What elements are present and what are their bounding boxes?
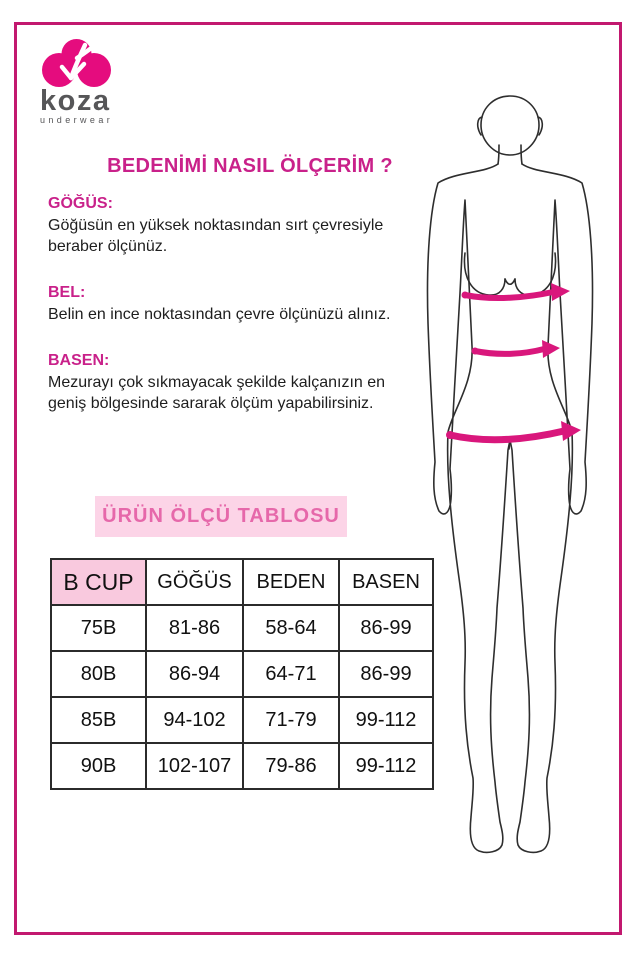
table-cell: 75B	[50, 604, 147, 652]
table-header-beden: BEDEN	[242, 558, 340, 606]
table-cell: 99-112	[338, 696, 434, 744]
table-cell: 102-107	[145, 742, 244, 790]
measurement-instructions: GÖĞÜS: Göğüsün en yüksek noktasından sır…	[48, 194, 412, 440]
page-title: BEDENİMİ NASIL ÖLÇERİM ?	[107, 155, 393, 177]
figure-ear-right	[537, 116, 544, 136]
table-cell: 86-99	[338, 650, 434, 698]
section-body: Mezurayı çok sıkmayacak şekilde kalçanız…	[48, 374, 386, 412]
bust-arrow-icon	[461, 283, 570, 301]
table-row: 85B 94-102 71-79 99-112	[50, 696, 434, 744]
pink-frame-border	[14, 22, 622, 935]
table-cell: 64-71	[242, 650, 340, 698]
figure-breast-right	[514, 252, 557, 296]
section-heading: GÖĞÜS:	[48, 195, 113, 212]
section-bel: BEL: Belin en ince noktasından çevre ölç…	[48, 283, 412, 325]
koza-cocoon-icon	[42, 39, 111, 87]
table-header-bcup: B CUP	[50, 558, 147, 606]
section-gogus: GÖĞÜS: Göğüsün en yüksek noktasından sır…	[48, 194, 412, 257]
table-header-row: B CUP GÖĞÜS BEDEN BASEN	[50, 558, 434, 606]
section-basen: BASEN: Mezurayı çok sıkmayacak şekilde k…	[48, 351, 412, 414]
section-heading: BEL:	[48, 284, 86, 301]
figure-ear-left	[476, 116, 483, 136]
table-cell: 99-112	[338, 742, 434, 790]
table-cell: 81-86	[145, 604, 244, 652]
female-body-outline-figure	[426, 95, 594, 854]
figure-breast-left	[463, 252, 506, 296]
waist-arrow-icon	[471, 340, 560, 358]
table-cell: 86-99	[338, 604, 434, 652]
table-cell: 90B	[50, 742, 147, 790]
hip-arrow-icon	[446, 421, 581, 444]
size-table: B CUP GÖĞÜS BEDEN BASEN 75B 81-86 58-64 …	[50, 558, 434, 790]
table-row: 80B 86-94 64-71 86-99	[50, 650, 434, 698]
table-header-gogus: GÖĞÜS	[145, 558, 244, 606]
logo-brand-text: koza	[40, 85, 111, 117]
table-cell: 86-94	[145, 650, 244, 698]
table-cell: 85B	[50, 696, 147, 744]
size-table-title: ÜRÜN ÖLÇÜ TABLOSU	[95, 496, 347, 537]
table-row: 75B 81-86 58-64 86-99	[50, 604, 434, 652]
section-heading: BASEN:	[48, 352, 110, 369]
figure-head	[480, 95, 540, 156]
table-cell: 71-79	[242, 696, 340, 744]
table-row: 90B 102-107 79-86 99-112	[50, 742, 434, 790]
table-cell: 58-64	[242, 604, 340, 652]
table-cell: 80B	[50, 650, 147, 698]
logo-subtitle-text: underwear	[40, 115, 114, 125]
measurement-arrows	[446, 283, 581, 444]
table-cell: 79-86	[242, 742, 340, 790]
section-body: Belin en ince noktasından çevre ölçünüzü…	[48, 306, 391, 323]
table-cell: 94-102	[145, 696, 244, 744]
section-body: Göğüsün en yüksek noktasından sırt çevre…	[48, 217, 384, 255]
koza-logo: koza underwear	[40, 39, 150, 125]
table-header-basen: BASEN	[338, 558, 434, 606]
